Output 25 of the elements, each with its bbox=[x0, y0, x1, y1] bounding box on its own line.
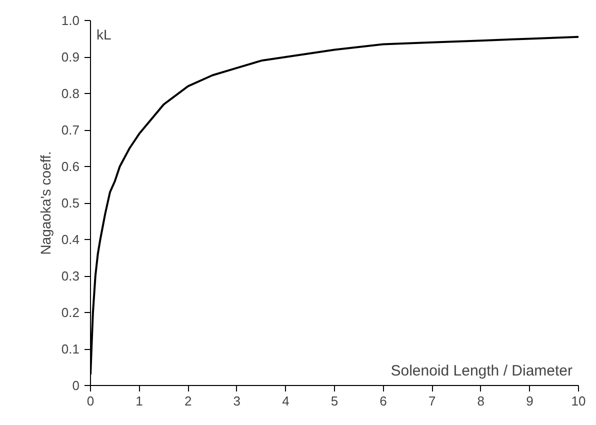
x-tick-label: 9 bbox=[526, 394, 534, 408]
y-tick-label: 0.4 bbox=[61, 232, 80, 247]
x-tick-label: 2 bbox=[184, 394, 192, 408]
x-tick-label: 5 bbox=[330, 394, 338, 408]
y-tick-label: 1.0 bbox=[61, 13, 80, 28]
y-tick-label: 0.8 bbox=[61, 86, 80, 101]
y-tick-label: 0 bbox=[72, 378, 80, 393]
y-tick-label: 0.2 bbox=[61, 305, 80, 320]
y-tick-label: 0.9 bbox=[61, 50, 80, 64]
y-tick-label: 0.1 bbox=[61, 342, 80, 356]
y-tick-label: 0.5 bbox=[61, 196, 80, 210]
y-tick-label: 0.7 bbox=[61, 122, 80, 138]
y-axis-title: Nagaoka's coeff. bbox=[37, 151, 54, 255]
annotation: kL bbox=[96, 26, 112, 42]
x-tick-label: 0 bbox=[86, 394, 94, 408]
x-tick-label: 1 bbox=[136, 394, 143, 408]
y-tick-label: 0.6 bbox=[61, 159, 80, 174]
x-tick-label: 4 bbox=[282, 394, 290, 408]
y-tick-label: 0.3 bbox=[61, 268, 80, 284]
x-axis-title: Solenoid Length / Diameter bbox=[390, 362, 573, 380]
x-tick-label: 6 bbox=[380, 394, 387, 408]
x-tick-label: 8 bbox=[477, 394, 485, 408]
x-tick-label: 7 bbox=[428, 394, 436, 408]
x-tick-label: 3 bbox=[233, 394, 241, 408]
x-tick-label: 10 bbox=[571, 394, 586, 408]
